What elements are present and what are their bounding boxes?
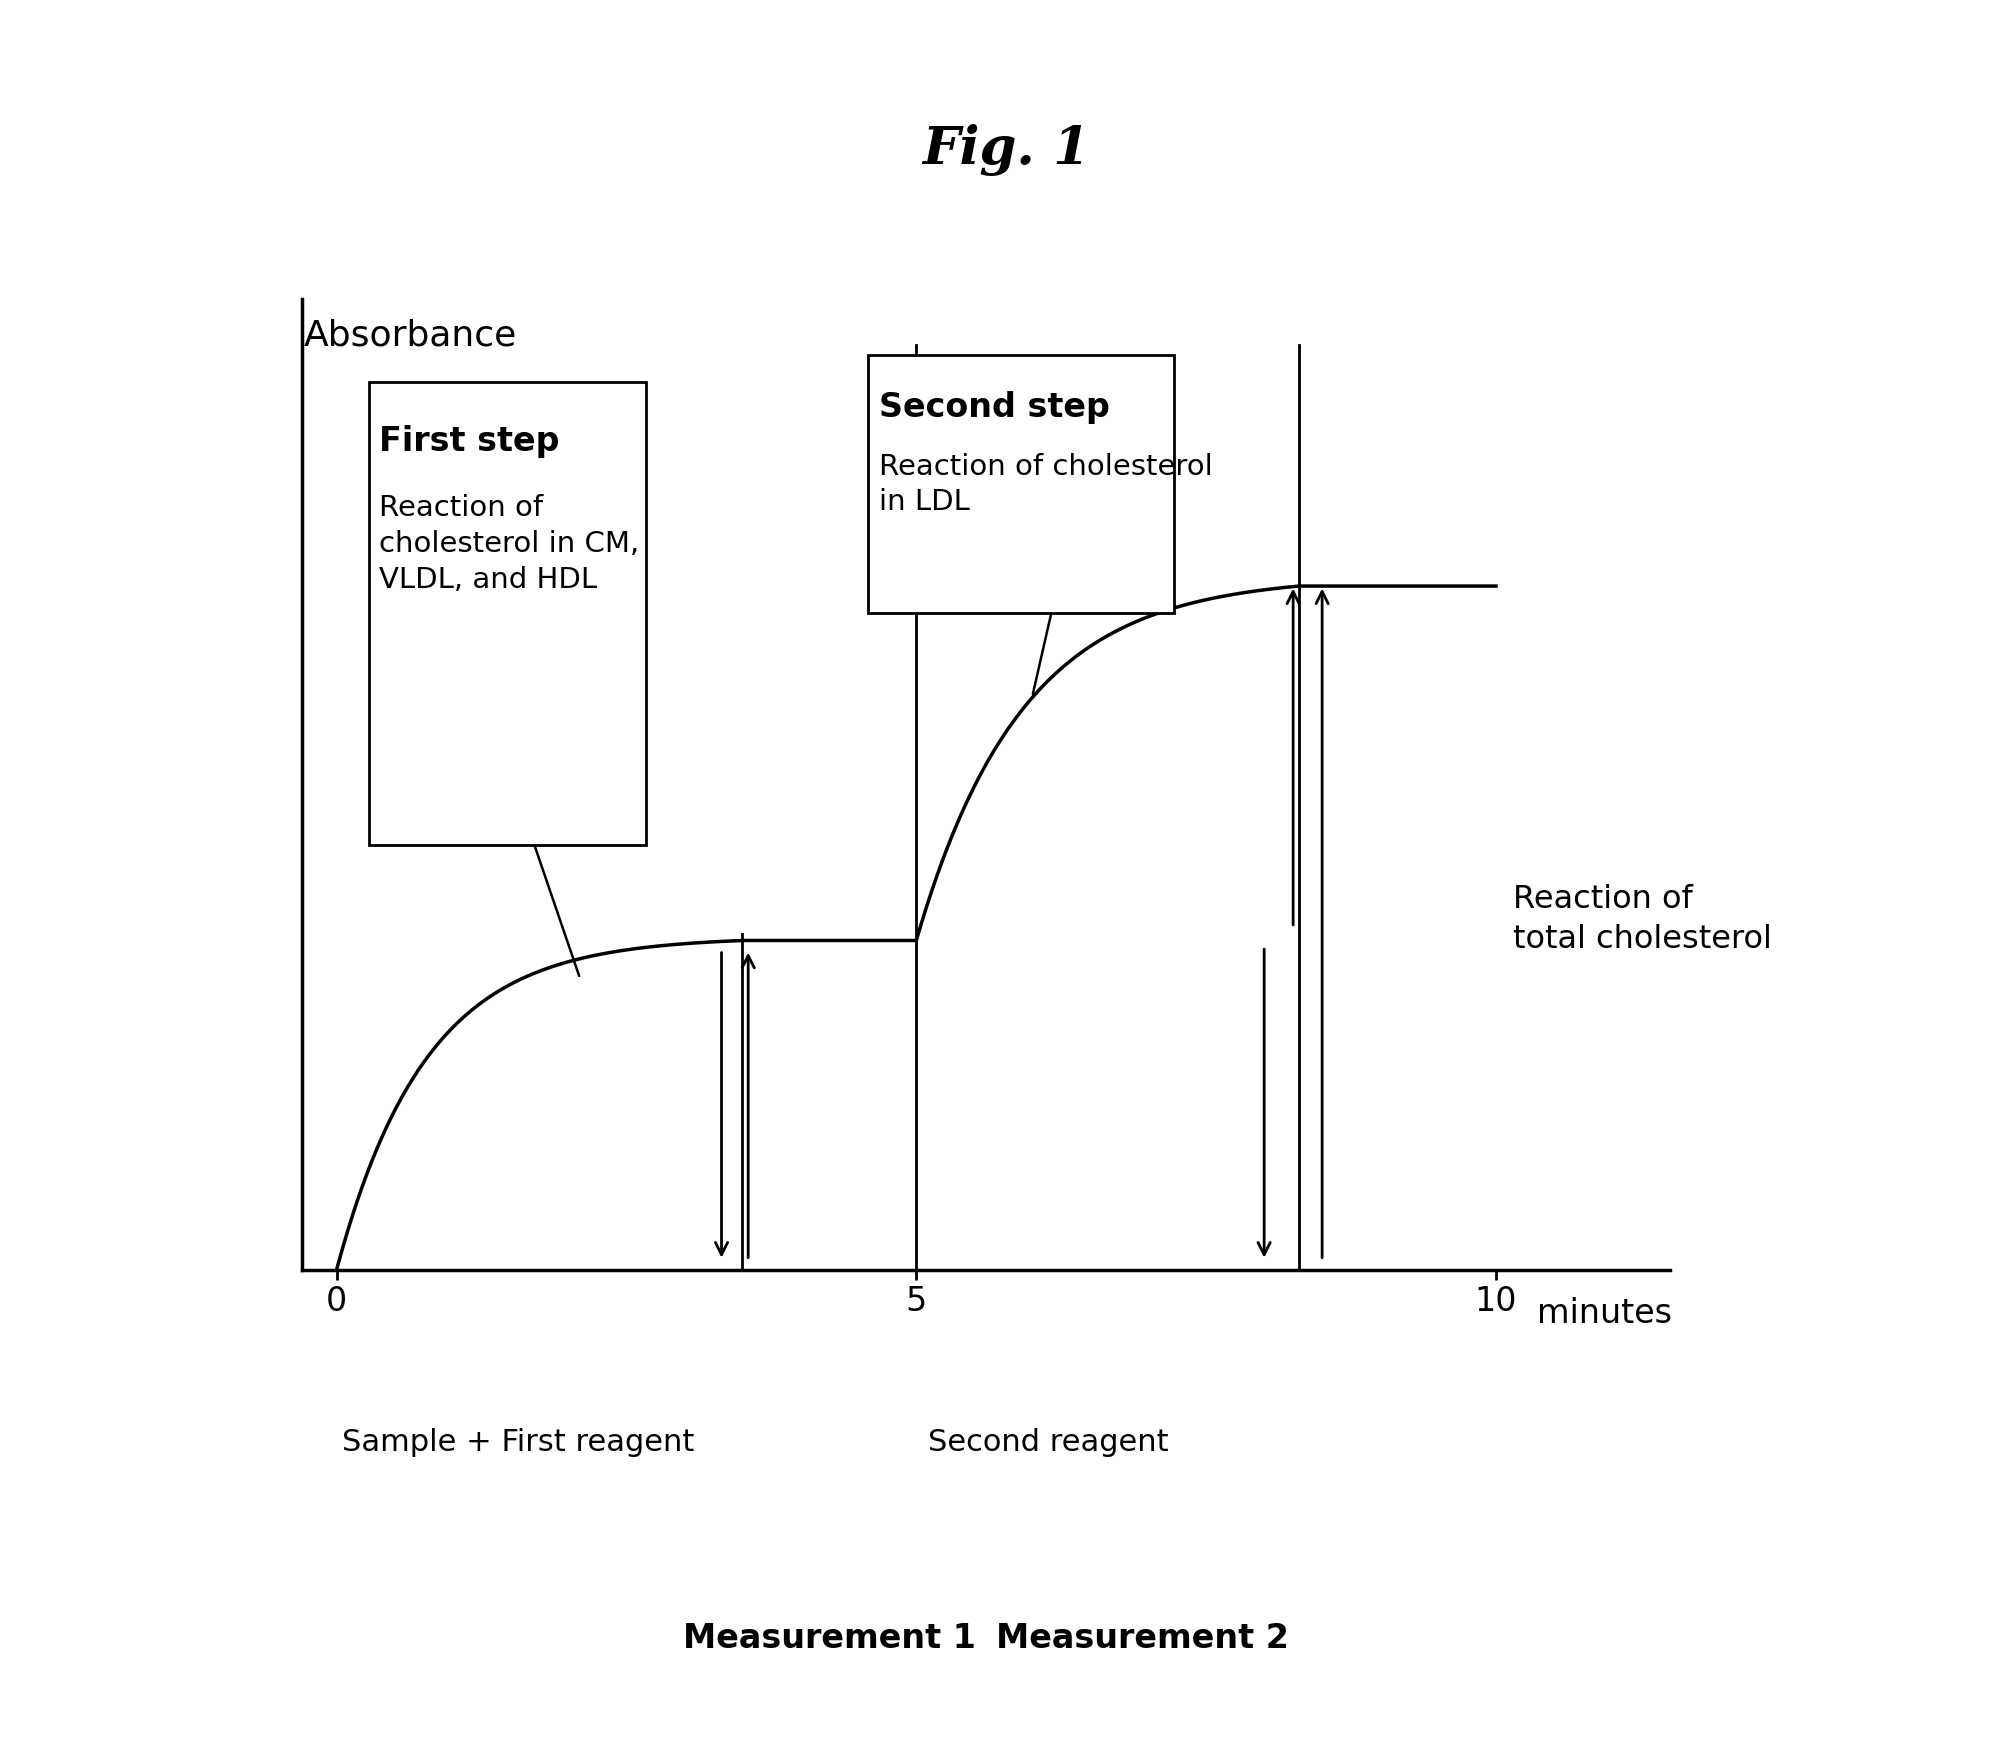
FancyBboxPatch shape xyxy=(368,383,646,845)
Text: First step: First step xyxy=(380,425,559,457)
Text: Fig. 1: Fig. 1 xyxy=(921,123,1091,175)
Text: Reaction of
cholesterol in CM,
VLDL, and HDL: Reaction of cholesterol in CM, VLDL, and… xyxy=(380,494,640,593)
Text: Reaction of cholesterol
in LDL: Reaction of cholesterol in LDL xyxy=(879,452,1213,517)
FancyBboxPatch shape xyxy=(867,355,1173,614)
Text: minutes: minutes xyxy=(1537,1297,1672,1328)
Text: Second reagent: Second reagent xyxy=(928,1427,1169,1455)
Text: Measurement 2: Measurement 2 xyxy=(996,1621,1290,1655)
Text: Reaction of
total cholesterol: Reaction of total cholesterol xyxy=(1513,884,1773,954)
Text: Second step: Second step xyxy=(879,390,1111,423)
Text: Sample + First reagent: Sample + First reagent xyxy=(342,1427,694,1455)
Text: Measurement 1: Measurement 1 xyxy=(682,1621,976,1655)
Text: Absorbance: Absorbance xyxy=(304,318,517,353)
